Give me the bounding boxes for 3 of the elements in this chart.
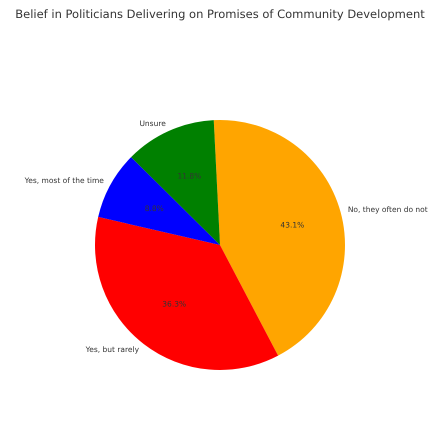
- pie-slice: [214, 120, 345, 356]
- chart-title: Belief in Politicians Delivering on Promises of Community Development: [15, 7, 426, 21]
- pie-slice: [131, 120, 220, 245]
